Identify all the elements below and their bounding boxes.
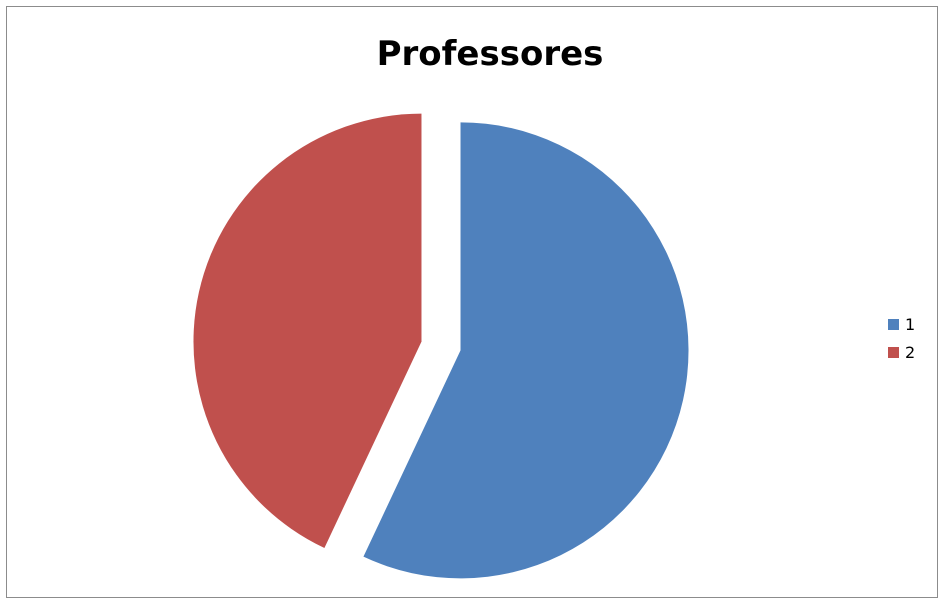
- legend-label-2: 2: [905, 342, 916, 362]
- pie-slice-1: [363, 122, 689, 579]
- pie-slice-2: [193, 113, 422, 548]
- legend-swatch-2: [888, 346, 899, 358]
- legend-label-1: 1: [905, 314, 916, 334]
- legend-item-2: 2: [888, 338, 934, 366]
- legend: 1 2: [888, 310, 934, 366]
- legend-swatch-1: [888, 318, 899, 330]
- chart-title: Professores: [376, 34, 604, 74]
- legend-item-1: 1: [888, 310, 934, 338]
